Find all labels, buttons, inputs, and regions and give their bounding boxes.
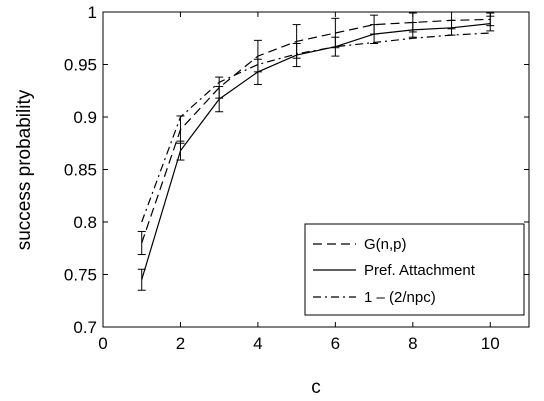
error-bar [253, 58, 262, 85]
x-tick-label: 4 [253, 334, 262, 353]
error-bar [447, 19, 456, 36]
legend-label-g-n-p: G(n,p) [364, 236, 407, 253]
legend-label-1-minus-2-npc: 1 – (2/npc) [364, 289, 436, 306]
x-axis-label: c [311, 377, 321, 398]
series-line-1 [141, 23, 491, 280]
y-tick-label: 0.95 [64, 56, 97, 75]
error-bar [137, 268, 146, 291]
y-tick-label: 0.9 [73, 108, 97, 127]
error-bar [331, 36, 340, 57]
x-tick-label: 2 [176, 334, 185, 353]
series-layer [141, 18, 491, 280]
error-bar [215, 86, 224, 113]
y-tick-label: 1 [88, 3, 97, 22]
error-bar [176, 140, 185, 161]
error-bar [292, 43, 301, 68]
series-line-0 [141, 18, 491, 244]
error-bar [408, 22, 417, 38]
legend-label-pref-attachment: Pref. Attachment [364, 262, 476, 279]
error-bar [370, 24, 379, 44]
series-line-2 [141, 32, 491, 223]
legend: G(n,p) Pref. Attachment 1 – (2/npc) [304, 223, 525, 316]
axis-ticks: 0 2 4 6 8 10 0.7 0.75 0.8 0.85 0.9 0.95 1 [64, 3, 529, 353]
y-axis-label: success probability [14, 89, 35, 250]
error-bars [137, 11, 495, 291]
y-tick-label: 0.75 [64, 266, 97, 285]
x-tick-label: 6 [331, 334, 340, 353]
error-bar [486, 15, 495, 32]
y-tick-label: 0.7 [73, 318, 97, 337]
x-tick-label: 0 [98, 334, 107, 353]
y-tick-label: 0.8 [73, 213, 97, 232]
x-tick-label: 8 [408, 334, 417, 353]
x-tick-label: 10 [481, 334, 500, 353]
error-bar [137, 230, 146, 256]
y-tick-label: 0.85 [64, 161, 97, 180]
